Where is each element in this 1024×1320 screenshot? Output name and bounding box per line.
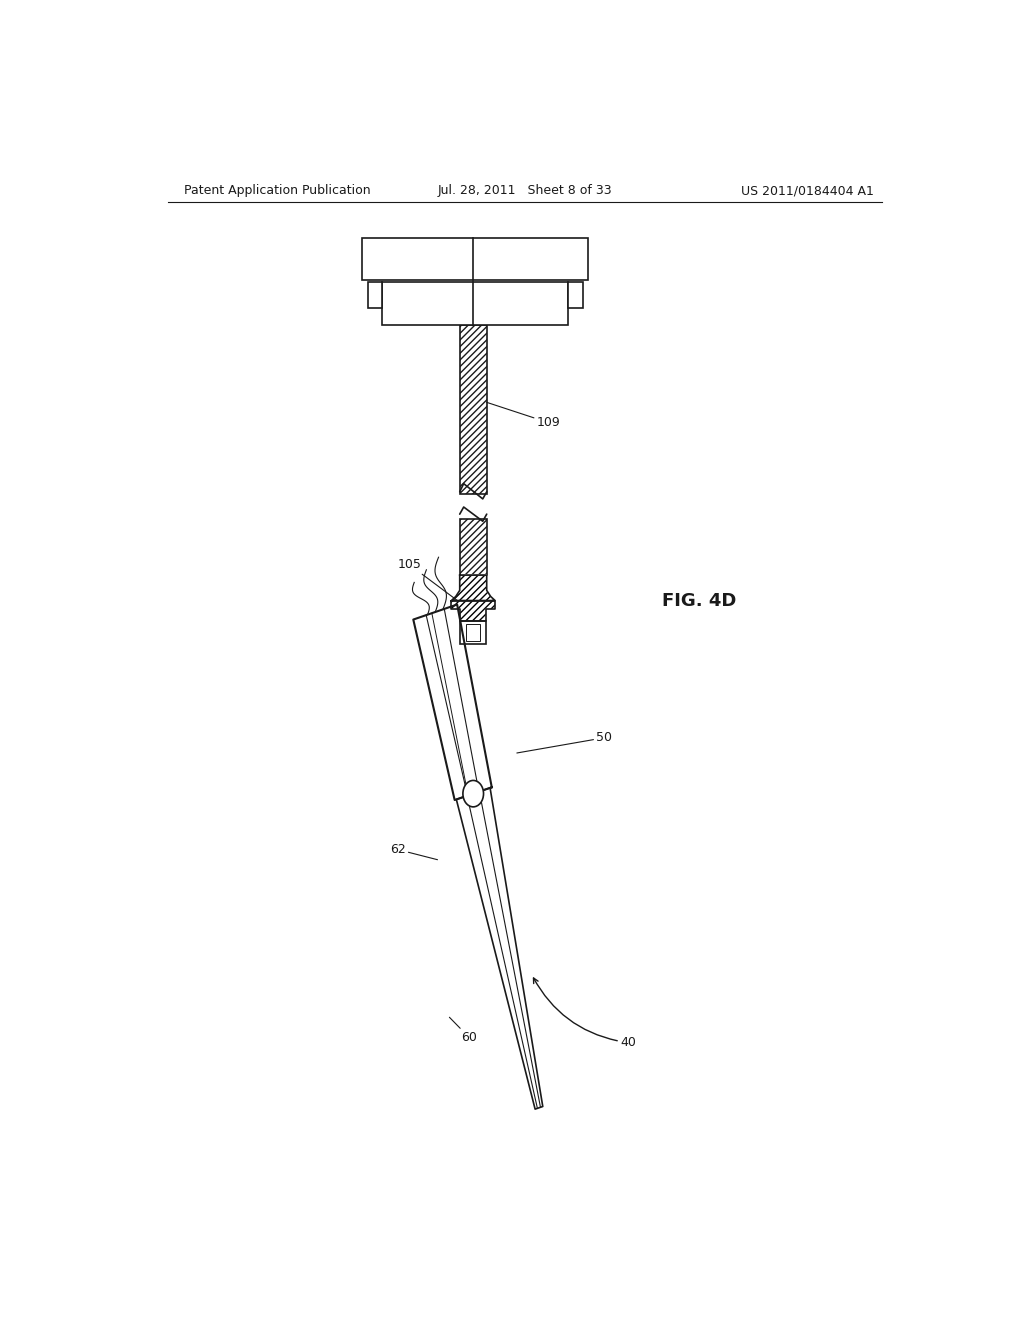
Text: Jul. 28, 2011   Sheet 8 of 33: Jul. 28, 2011 Sheet 8 of 33: [437, 185, 612, 198]
Text: 105: 105: [397, 558, 458, 601]
Text: 109: 109: [486, 403, 560, 429]
Text: FIG. 4D: FIG. 4D: [663, 591, 736, 610]
Bar: [568, 282, 583, 308]
Text: Patent Application Publication: Patent Application Publication: [183, 185, 371, 198]
Polygon shape: [452, 576, 495, 601]
Polygon shape: [457, 788, 543, 1109]
Text: 50: 50: [517, 731, 612, 752]
Text: 40: 40: [534, 978, 636, 1049]
Bar: [460, 325, 486, 494]
Bar: [362, 238, 588, 280]
Text: 60: 60: [450, 1018, 477, 1044]
Circle shape: [463, 780, 483, 807]
Polygon shape: [414, 605, 492, 800]
Bar: [467, 624, 480, 642]
Text: US 2011/0184404 A1: US 2011/0184404 A1: [741, 185, 873, 198]
Bar: [382, 282, 568, 325]
Text: 62: 62: [390, 843, 437, 859]
Bar: [368, 282, 382, 308]
Bar: [460, 620, 486, 644]
Polygon shape: [452, 601, 495, 620]
Bar: [460, 519, 486, 576]
